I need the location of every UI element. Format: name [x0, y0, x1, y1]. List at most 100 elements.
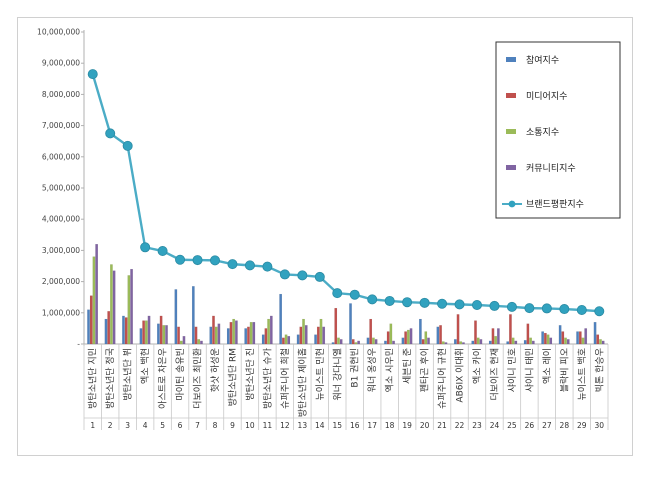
y-tick-label: 4,000,000 [42, 215, 80, 224]
x-category-label: 방탄소년단 RM [227, 348, 238, 406]
brand-index-point-5 [157, 246, 168, 257]
x-rank-label: 1 [90, 421, 95, 430]
x-category-label: B1 권현빈 [349, 348, 361, 388]
x-category-label: 세븐틴 준 [402, 348, 413, 384]
x-category-label: 엑소 레이 [541, 348, 553, 384]
bar-4-3 [130, 268, 133, 345]
x-rank-label: 10 [245, 421, 255, 430]
bar-1-20 [419, 318, 422, 345]
bar-1-4 [139, 328, 143, 345]
brand-index-point-9 [227, 259, 238, 270]
x-rank-label: 3 [125, 421, 130, 430]
y-tick-label: - [77, 340, 80, 349]
brand-index-point-19 [402, 297, 413, 308]
bar-4-7 [200, 340, 203, 345]
brand-index-point-30 [594, 306, 605, 317]
bar-1-13 [296, 334, 300, 345]
bar-2-14 [316, 326, 320, 345]
x-rank-label: 21 [437, 421, 447, 430]
bar-3-10 [249, 322, 253, 345]
bar-3-15 [337, 337, 340, 345]
bar-4-27 [549, 337, 553, 345]
bar-2-20 [421, 339, 425, 345]
bar-3-3 [127, 275, 131, 345]
bar-1-5 [157, 323, 160, 345]
brand-index-point-27 [541, 303, 552, 314]
x-rank-label: 12 [280, 421, 290, 430]
bar-4-13 [304, 325, 308, 345]
y-tick-label: 6,000,000 [42, 152, 80, 161]
x-category-label: 방탄소년단 진 [245, 348, 256, 401]
bar-3-18 [389, 323, 393, 345]
bar-4-29 [584, 328, 588, 345]
bar-1-11 [261, 334, 265, 345]
x-category-label: 방탄소년단 뷔 [123, 348, 134, 401]
x-rank-label: 15 [332, 421, 342, 430]
y-tick-label: 10,000,000 [37, 28, 80, 37]
bar-2-24 [491, 328, 495, 345]
bar-2-3 [124, 317, 128, 345]
bar-2-17 [369, 318, 373, 345]
bar-1-29 [576, 331, 579, 345]
bar-2-26 [526, 323, 530, 345]
bar-2-22 [456, 314, 460, 345]
bar-4-20 [427, 337, 430, 345]
x-category-label: 엑소 백현 [139, 348, 151, 384]
bar-2-19 [404, 331, 407, 345]
bar-2-13 [299, 326, 303, 345]
bar-2-12 [282, 337, 285, 345]
bar-2-6 [177, 326, 180, 345]
bar-1-28 [558, 325, 562, 345]
x-category-label: 워너 옹성우 [367, 348, 378, 392]
x-category-label: 방탄소년단 지민 [88, 348, 99, 409]
x-category-label: 아스트로 차은우 [157, 348, 169, 409]
bar-1-30 [593, 322, 597, 345]
brand-index-point-20 [419, 297, 430, 308]
bar-3-8 [214, 326, 218, 345]
bar-4-21 [444, 342, 448, 345]
brand-index-point-3 [122, 140, 133, 151]
x-rank-label: 20 [420, 421, 430, 430]
bar-4-11 [269, 315, 273, 345]
brand-index-point-10 [244, 260, 255, 271]
x-category-label: 펜타곤 후이 [420, 348, 431, 392]
brand-index-point-12 [279, 269, 290, 280]
x-category-label: 워너 강다니엘 [332, 348, 343, 401]
brand-index-point-17 [367, 294, 378, 305]
x-category-label: 슈퍼주니어 희철 [279, 348, 291, 409]
bar-4-5 [165, 325, 168, 345]
bar-2-16 [351, 339, 355, 345]
x-category-label: 샤이니 태민 [524, 348, 535, 392]
bar-1-26 [523, 340, 527, 345]
brand-index-point-7 [192, 255, 203, 266]
bar-4-8 [217, 323, 221, 345]
x-rank-label: 25 [507, 421, 517, 430]
x-category-label: 더보이즈 현재 [489, 348, 500, 401]
bar-4-25 [514, 340, 518, 345]
legend-swatch-2 [506, 93, 516, 98]
x-rank-label: 29 [577, 421, 587, 430]
bar-1-3 [122, 315, 125, 345]
bar-1-18 [384, 340, 387, 345]
bar-4-30 [601, 340, 605, 345]
bar-series [87, 244, 605, 345]
bar-2-9 [229, 322, 233, 345]
bar-1-7 [191, 286, 195, 345]
y-tick-label: 9,000,000 [42, 59, 80, 68]
x-category-label: 방탄소년단 제이홉 [296, 348, 308, 417]
x-category-label: 방탄소년단 정국 [105, 348, 116, 409]
legend-label-4: 커뮤니티지수 [526, 163, 576, 174]
bar-3-21 [441, 341, 445, 345]
x-rank-label: 9 [230, 421, 235, 430]
bar-1-23 [471, 340, 475, 345]
bar-2-11 [264, 328, 268, 345]
chart-svg: - 1,000,000 2,000,000 3,000,000 4,000,000 5,0… [37, 28, 621, 430]
brand-index-point-23 [471, 299, 482, 310]
bar-2-10 [247, 326, 250, 345]
bar-3-4 [144, 320, 148, 345]
x-category-label: 방탄소년단 슈가 [262, 348, 273, 409]
bar-3-7 [197, 339, 201, 345]
x-rank-label: 30 [594, 421, 604, 430]
legend-swatch-3 [506, 129, 516, 134]
